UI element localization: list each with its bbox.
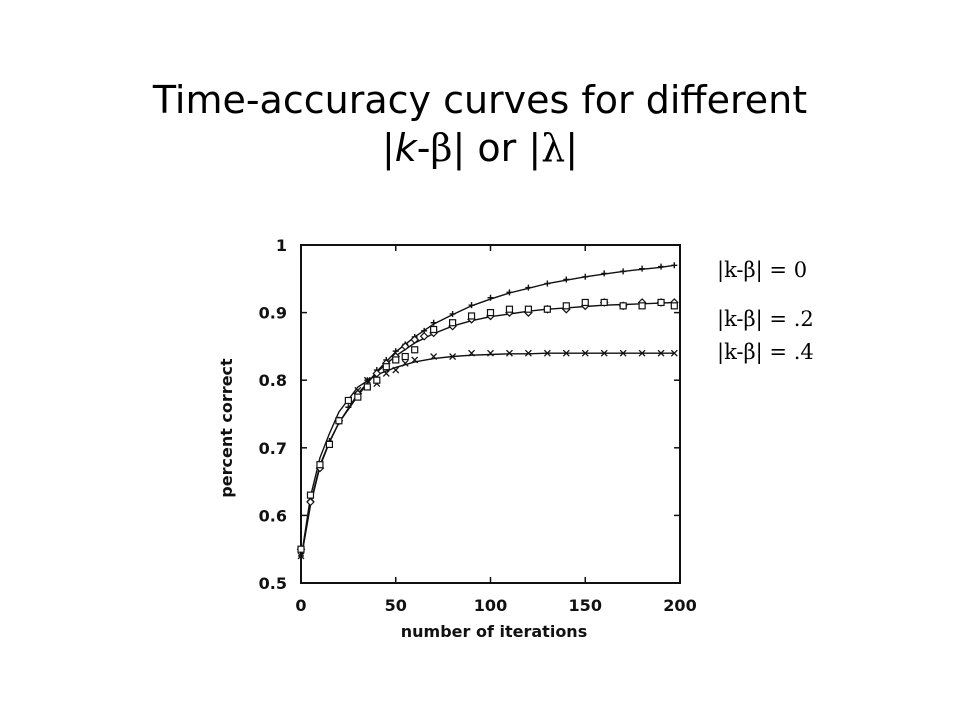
x-axis-label: number of iterations [401,622,587,641]
y-tick-label: 1 [276,236,287,255]
data-point-plus [658,263,665,270]
data-point-cross [449,353,457,360]
data-point-plus [468,302,475,309]
title-k: k [394,126,417,170]
slide-title-line2: |k-β| or |λ| [381,126,579,170]
markers-layer [296,262,679,560]
data-point-square [600,298,608,307]
data-point-cross [354,386,362,394]
axes-layer: 0 50 100 150 200 0.5 0.6 0.7 0.8 0.9 1 [259,236,697,615]
data-point-cross [562,349,570,357]
data-point-square [543,305,551,313]
data-point-square [524,305,533,313]
data-point-cross [657,349,665,357]
data-point-square [467,312,476,320]
data-point-square [363,383,371,391]
data-point-plus [345,404,352,411]
legend-entry: |k-β| = .4 [717,340,814,365]
data-point-plus [582,273,589,280]
data-point-plus [671,262,678,269]
data-point-plus [620,268,627,275]
data-point-diamond [419,331,429,341]
data-point-cross [581,349,589,357]
data-point-square [562,302,570,310]
y-tick-label: 0.7 [259,439,287,458]
data-point-cross [487,349,494,357]
data-point-cross [468,349,476,357]
slide-title: Time-accuracy curves for different |k-β|… [0,76,960,172]
data-point-cross [543,349,551,357]
x-tick-label: 150 [569,596,602,615]
data-point-square [657,298,665,307]
data-point-cross [619,349,627,357]
legend-entry: |k-β| = 0 [717,258,807,283]
data-point-cross [638,349,646,357]
data-point-cross [600,349,608,357]
data-point-square [354,393,362,401]
data-point-cross [430,353,438,360]
y-tick-label: 0.6 [259,506,287,525]
data-point-plus [506,289,513,296]
data-point-plus [487,294,494,301]
title-or: | or | [452,126,542,170]
x-tick-label: 50 [385,596,407,615]
data-point-plus [639,265,646,272]
data-point-square [335,417,343,425]
legend-entry: |k-β| = .2 [717,307,814,332]
data-point-cross [297,552,305,560]
data-point-square [449,319,457,327]
data-point-square [670,302,678,310]
data-point-diamond [410,335,420,344]
title-lambda: λ [541,126,566,170]
data-point-square [306,491,315,499]
data-point-square [392,356,400,364]
y-tick-label: 0.8 [259,371,287,390]
series-line-2 [300,352,675,560]
data-point-square [382,363,390,371]
data-point-plus [430,319,437,326]
data-point-plus [449,310,456,317]
data-point-square [325,440,334,449]
data-point-cross [401,359,409,367]
data-point-square [316,461,324,469]
data-point-cross [392,366,400,374]
data-point-plus [601,270,608,277]
x-tick-label: 0 [295,596,306,615]
y-tick-label: 0.5 [259,574,287,593]
data-point-square [486,309,495,317]
data-point-plus [544,280,551,287]
data-point-square [373,376,381,384]
data-point-square [297,545,305,553]
data-point-cross [382,369,390,377]
data-point-square [619,302,627,310]
legend-layer: |k-β| = 0 |k-β| = .2 |k-β| = .4 [717,258,814,365]
data-point-cross [411,356,419,364]
data-point-cross [524,349,532,357]
y-axis-label: percent correct [217,358,236,498]
x-tick-label: 100 [474,596,507,615]
data-point-square [401,352,409,361]
data-point-square [411,346,419,354]
data-point-plus [525,284,532,291]
data-point-diamond [400,342,410,351]
data-point-plus [563,276,570,283]
data-point-cross [670,349,678,357]
y-tick-label: 0.9 [259,304,287,323]
data-point-cross [505,349,513,357]
data-point-square [344,396,352,405]
data-point-square [638,302,646,310]
series-line-1 [300,301,675,560]
data-point-square [581,298,589,307]
data-point-diamond [306,497,315,507]
title-beta: β [430,126,453,170]
slide-title-line1: Time-accuracy curves for different [152,78,808,122]
data-point-cross [363,376,371,384]
data-point-square [430,325,438,334]
x-tick-label: 200 [663,596,696,615]
data-point-square [505,305,514,313]
